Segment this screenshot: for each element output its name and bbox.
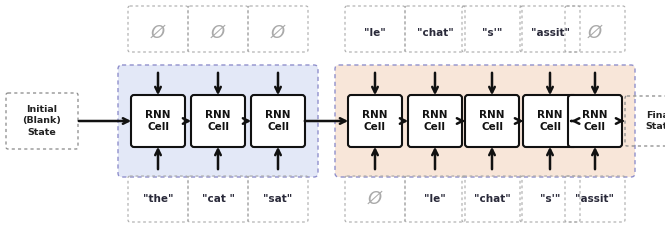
- FancyBboxPatch shape: [335, 65, 635, 177]
- Text: "sat": "sat": [263, 194, 293, 204]
- Text: Ø: Ø: [151, 24, 165, 42]
- Text: "le": "le": [424, 194, 446, 204]
- FancyBboxPatch shape: [251, 95, 305, 147]
- Text: "cat ": "cat ": [201, 194, 235, 204]
- Text: "le": "le": [364, 28, 386, 38]
- FancyBboxPatch shape: [523, 95, 577, 147]
- Text: RNN
Cell: RNN Cell: [479, 110, 505, 132]
- Text: "s'": "s'": [540, 194, 560, 204]
- Text: Ø: Ø: [211, 24, 225, 42]
- Text: RNN
Cell: RNN Cell: [145, 110, 171, 132]
- FancyBboxPatch shape: [118, 65, 318, 177]
- FancyBboxPatch shape: [568, 95, 622, 147]
- Text: RNN
Cell: RNN Cell: [205, 110, 231, 132]
- Text: "chat": "chat": [417, 28, 454, 38]
- FancyBboxPatch shape: [131, 95, 185, 147]
- FancyBboxPatch shape: [465, 95, 519, 147]
- Text: RNN
Cell: RNN Cell: [265, 110, 291, 132]
- Text: Initial
(Blank)
State: Initial (Blank) State: [23, 106, 61, 136]
- Text: Ø: Ø: [271, 24, 285, 42]
- Text: RNN
Cell: RNN Cell: [537, 110, 563, 132]
- Text: RNN
Cell: RNN Cell: [362, 110, 388, 132]
- Text: "assit": "assit": [531, 28, 569, 38]
- Text: Ø: Ø: [368, 190, 382, 208]
- Text: RNN
Cell: RNN Cell: [422, 110, 448, 132]
- Text: RNN
Cell: RNN Cell: [583, 110, 608, 132]
- Text: Final
State: Final State: [645, 111, 665, 131]
- Text: Ø: Ø: [588, 24, 602, 42]
- FancyBboxPatch shape: [191, 95, 245, 147]
- FancyBboxPatch shape: [348, 95, 402, 147]
- FancyBboxPatch shape: [408, 95, 462, 147]
- Text: "chat": "chat": [473, 194, 510, 204]
- Text: "the": "the": [143, 194, 174, 204]
- Text: "s'": "s'": [482, 28, 502, 38]
- Text: "assit": "assit": [575, 194, 614, 204]
